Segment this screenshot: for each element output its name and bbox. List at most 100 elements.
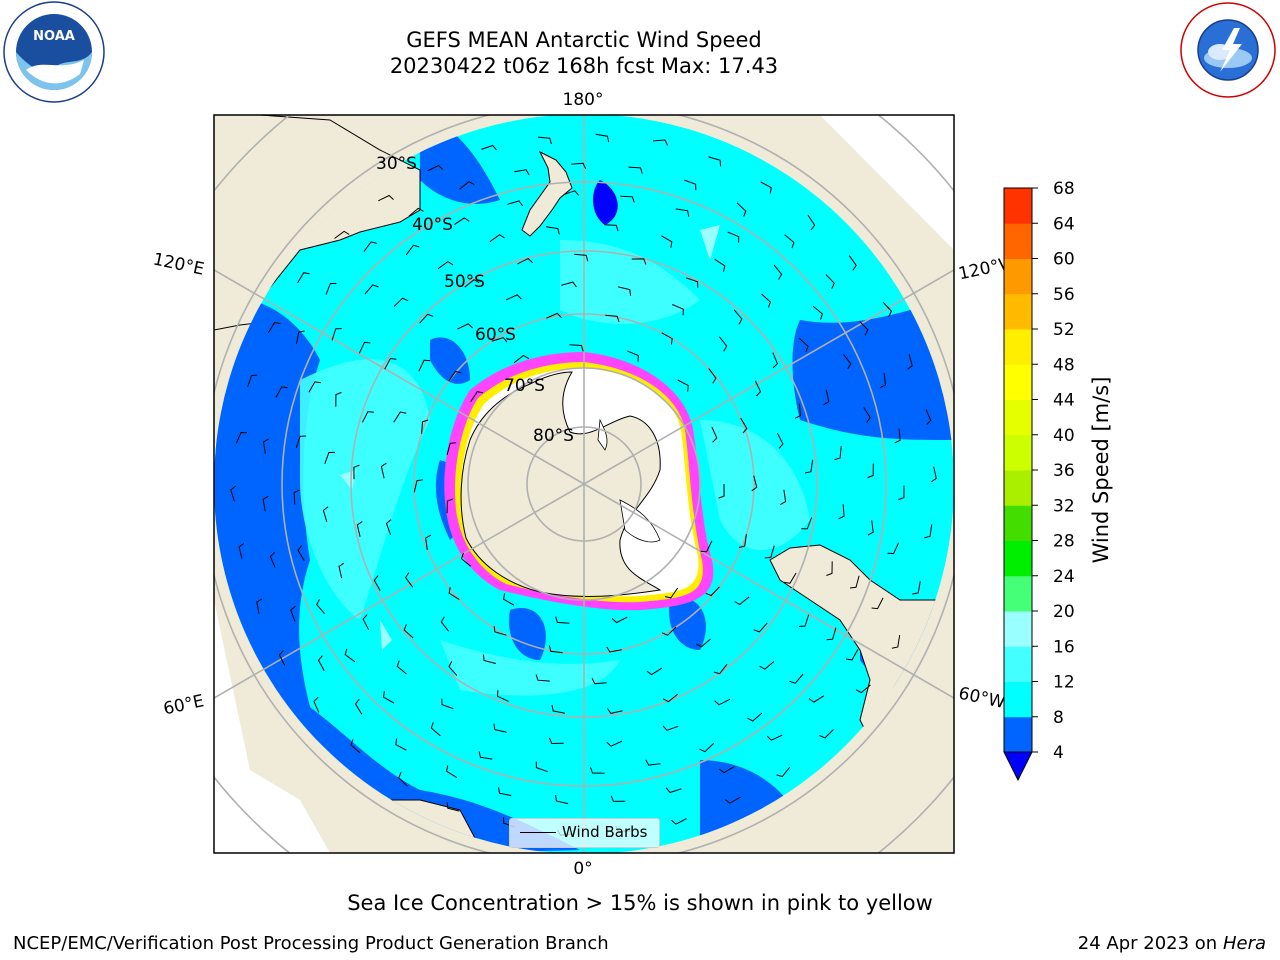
wind-barb [662, 693, 679, 703]
wind-barb [505, 294, 522, 301]
wind-barb [295, 435, 307, 448]
wind-barb [396, 660, 407, 675]
wind-barb [724, 796, 741, 804]
colorbar-under-arrow [1003, 751, 1033, 782]
wind-barb [646, 667, 663, 676]
map-subtitle: 20230422 t06z 168h fcst Max: 17.43 [389, 54, 779, 78]
wind-barb [503, 593, 515, 606]
wind-barb [338, 562, 345, 579]
wind-barb [230, 485, 236, 502]
colorbar-tick-label: 12 [1053, 673, 1075, 693]
wind-barb [448, 370, 462, 382]
wind-barb [804, 459, 814, 474]
wind-barb [894, 428, 901, 444]
wind-barb [606, 740, 623, 747]
wind-barb [695, 638, 711, 648]
wind-barb [393, 411, 407, 423]
wind-barb [859, 320, 869, 336]
wind-barb [267, 322, 281, 334]
wind-barb [611, 616, 628, 624]
wind-barb [759, 661, 775, 670]
colorbar-tick-label: 24 [1053, 567, 1075, 587]
wind-barb [446, 765, 458, 779]
wind-barb [489, 234, 505, 243]
lon-label-left-lower: 60°E [162, 691, 206, 719]
wind-barb [378, 194, 394, 202]
wind-barb [677, 379, 689, 392]
colorbar-tick-label: 16 [1053, 637, 1075, 657]
wind-barb [322, 506, 329, 523]
wind-barb [595, 133, 610, 143]
wind-barb [661, 235, 673, 248]
wind-barb [871, 597, 884, 610]
lat-label-80: 80°S [533, 426, 574, 446]
wind-barb [308, 381, 321, 393]
wind-barb [685, 277, 699, 288]
wind-barb [457, 323, 473, 330]
wind-barb [430, 722, 441, 737]
longitude-lines [214, 115, 954, 853]
wind-barb [711, 426, 718, 443]
wind-barb [493, 625, 507, 636]
wind-barb [491, 337, 508, 343]
wind-barb [373, 575, 381, 591]
wind-barb [773, 264, 783, 280]
wind-barb [460, 552, 472, 567]
wind-barb [713, 663, 728, 675]
wind-barb [446, 442, 457, 456]
wind-barb [753, 622, 768, 633]
wind-barb [398, 772, 408, 787]
wind-barb [262, 495, 269, 512]
wind-barb [517, 257, 533, 265]
wind-barb [855, 684, 871, 694]
colorbar-tick-label: 48 [1053, 355, 1075, 375]
wind-barb [385, 519, 392, 535]
wind-barb [393, 297, 409, 307]
wind-barb [313, 696, 320, 713]
wind-barb [652, 139, 669, 146]
wind-barb [734, 596, 750, 606]
wind-barb [425, 534, 432, 550]
wind-barb [427, 164, 444, 172]
wind-barb [798, 614, 810, 627]
wind-barb [708, 156, 722, 167]
colorbar-tick-label: 60 [1053, 250, 1075, 270]
footer-date: 24 Apr 2023 on [1077, 933, 1223, 954]
wind-barb [238, 543, 245, 559]
wind-barb [808, 695, 825, 703]
wind-barb [699, 743, 715, 753]
colorbar-label: Wind Speed [m/s] [1089, 377, 1113, 564]
wind-barb [761, 293, 771, 308]
wind-barb [353, 464, 360, 480]
wind-barb [882, 302, 892, 317]
wind-barb [823, 389, 830, 406]
wind-barb [661, 626, 677, 636]
wind-barb [776, 432, 784, 449]
wind-barb [481, 144, 497, 151]
wind-barb [334, 230, 350, 239]
colorbar-segment [1004, 611, 1032, 647]
wind-barb [645, 759, 661, 766]
wind-barb [464, 279, 480, 288]
wind-barb [498, 787, 512, 797]
wind-barb [356, 521, 363, 537]
wind-barb [275, 386, 288, 398]
wind-barb [766, 734, 783, 741]
wind-barb [912, 581, 921, 595]
wind-barb [665, 787, 682, 794]
wind-barb [548, 645, 563, 654]
wind-barb [448, 587, 460, 600]
wind-barb [535, 674, 550, 682]
wind-barb [843, 353, 852, 370]
wind-barb [740, 417, 748, 434]
wind-barb [325, 283, 337, 295]
wind-barb [404, 572, 414, 588]
wind-barb [247, 374, 258, 388]
wind-barb [290, 605, 296, 622]
wind-barb [727, 231, 740, 243]
antarctica-land [460, 371, 662, 597]
wind-barb [738, 534, 747, 548]
wind-barb [705, 586, 720, 597]
colorbar-tick-label: 68 [1053, 180, 1075, 199]
wind-barb [454, 217, 470, 226]
